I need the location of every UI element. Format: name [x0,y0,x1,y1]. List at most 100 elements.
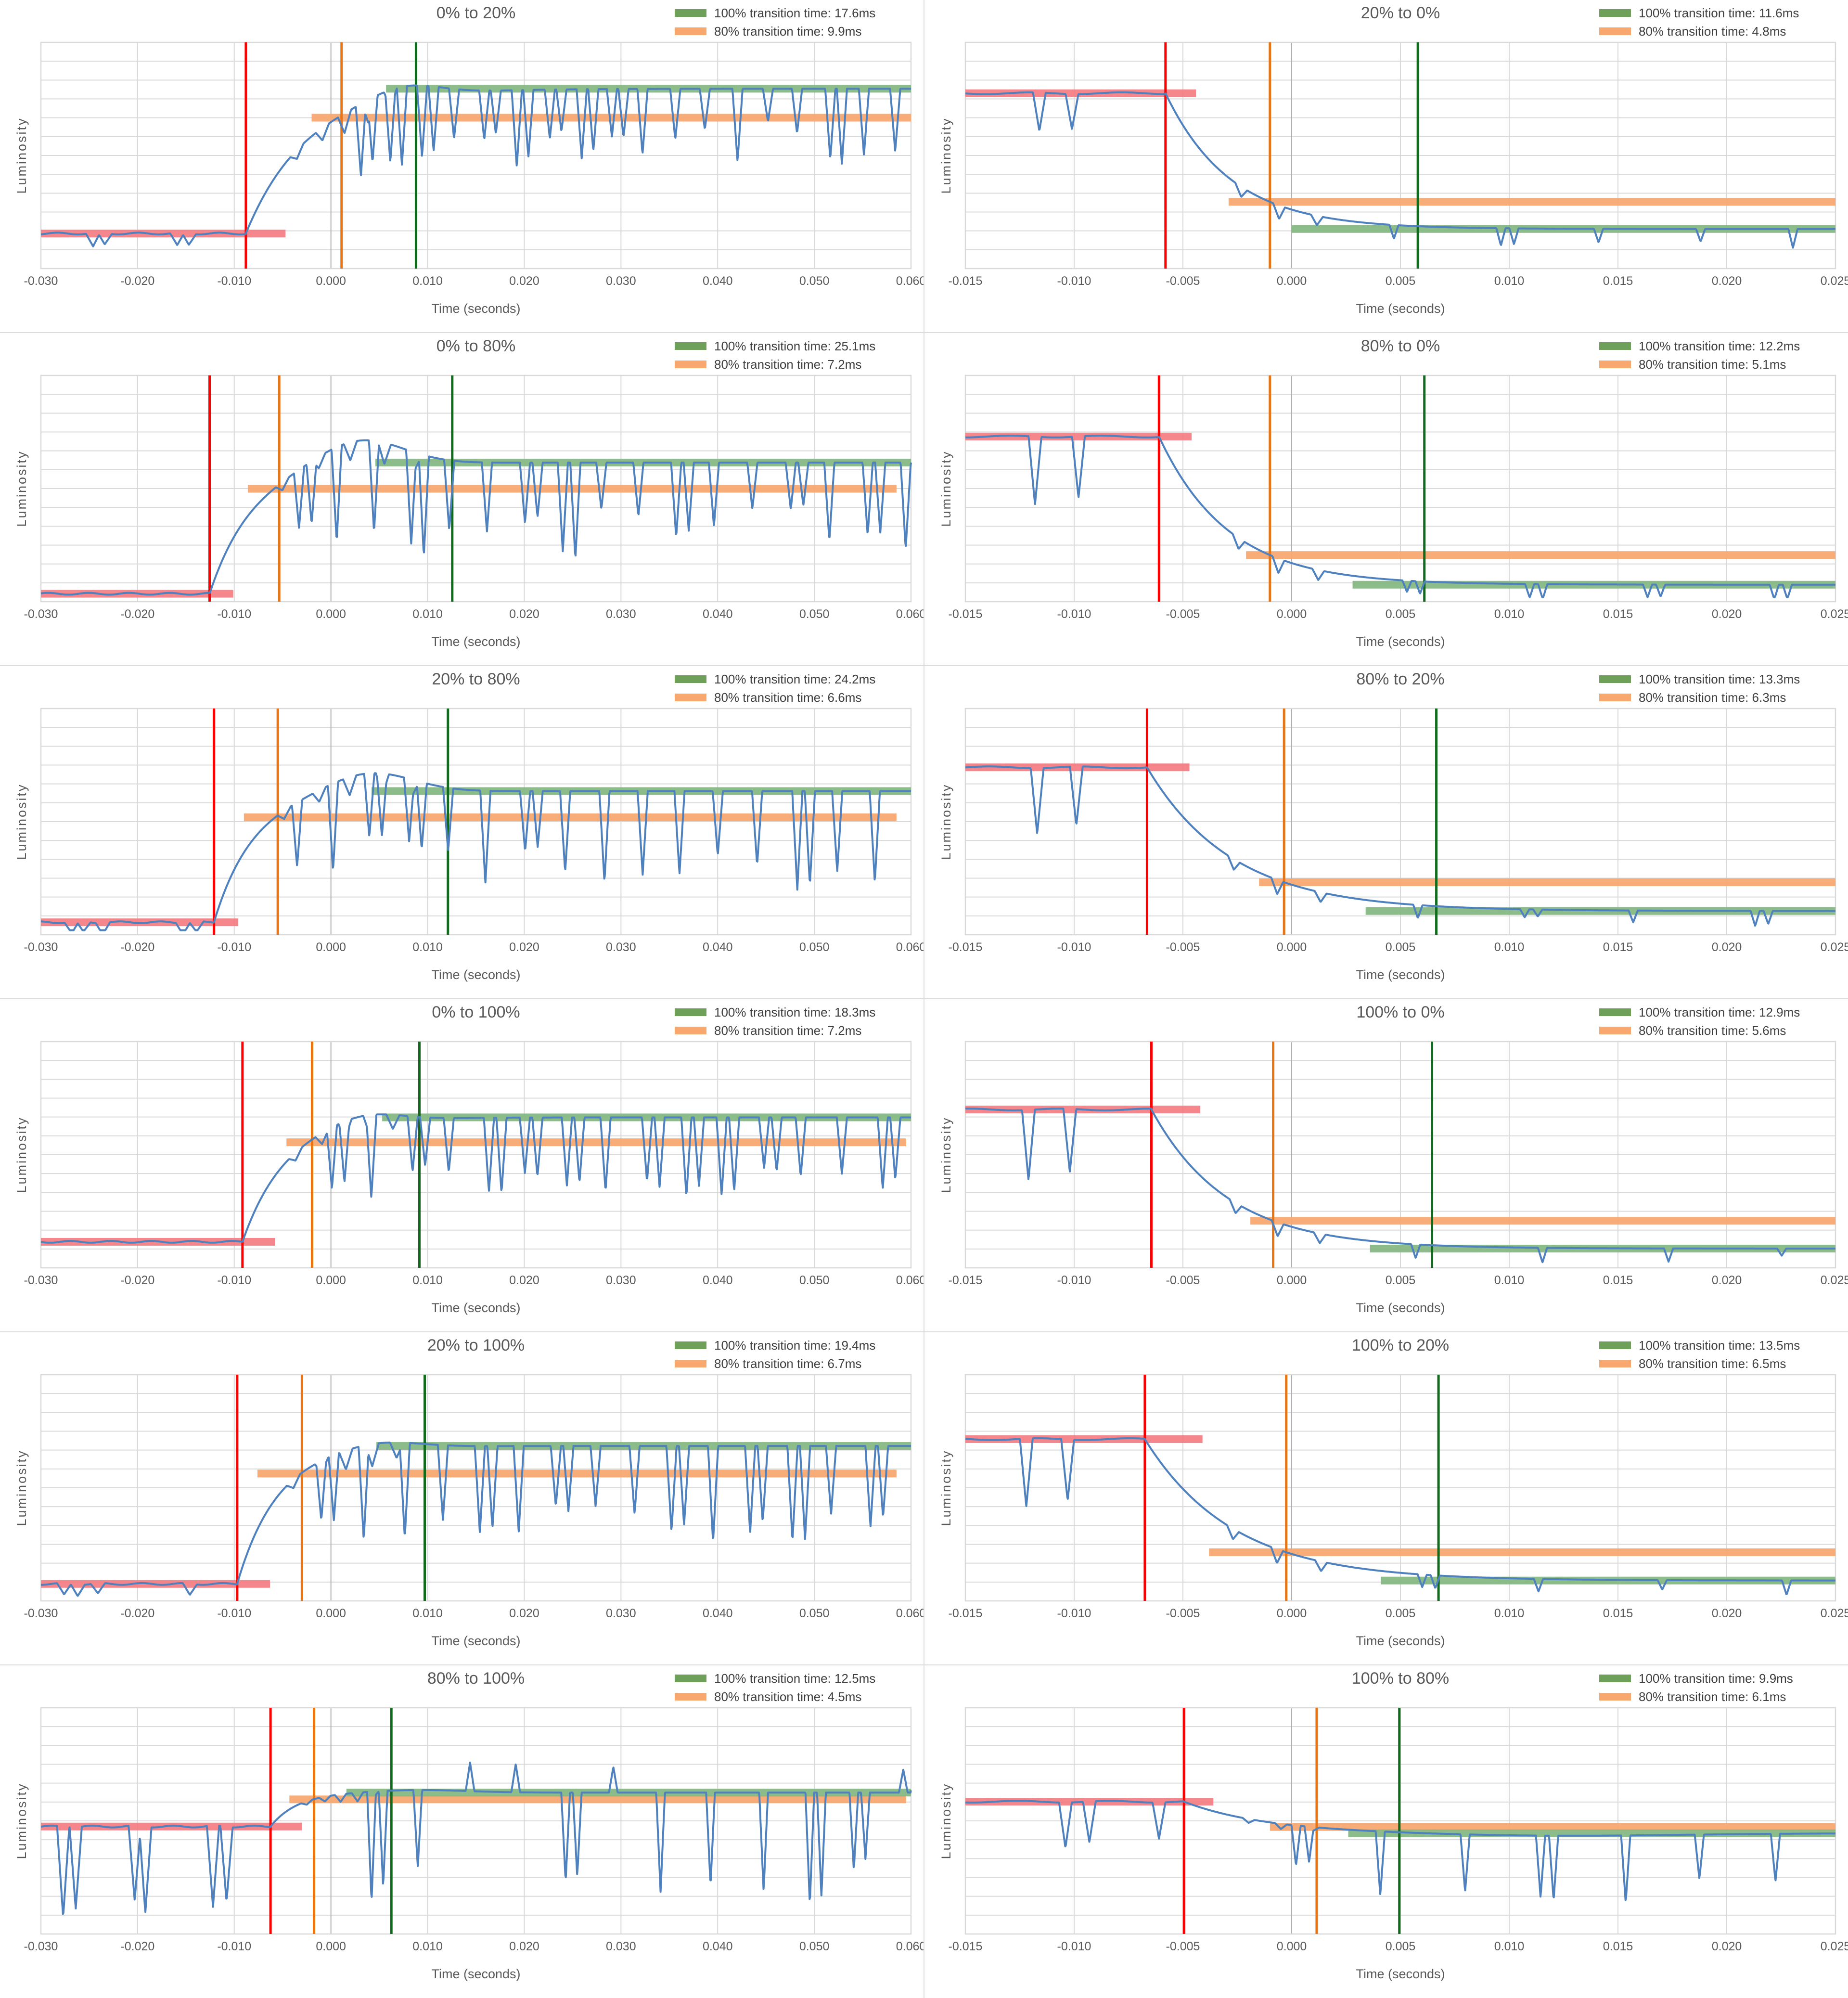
legend-item-100: 100% transition time: 12.2ms [1599,338,1846,354]
x-tick-label: 0.000 [1276,607,1307,621]
x-axis-title: Time (seconds) [1356,967,1445,982]
legend-100-label: 100% transition time: 12.5ms [714,1671,876,1686]
plot-area [40,1707,912,1935]
y-axis-title: Luminosity [14,450,29,527]
chart-cell: 0% to 20% 100% transition time: 17.6ms 8… [0,0,924,333]
x-tick-label: -0.020 [120,1940,155,1954]
legend-100-label: 100% transition time: 25.1ms [714,338,876,353]
luminosity-curve [40,1442,911,1597]
chart-cell: 80% to 0% 100% transition time: 12.2ms 8… [924,333,1848,666]
x-tick-label: 0.050 [799,607,830,621]
x-tick-label: 0.015 [1603,1274,1633,1288]
x-tick-label: 0.000 [1276,1940,1307,1954]
x-tick-label: -0.020 [120,607,155,621]
level-80-bar [286,1138,906,1147]
level-80-bar [289,1795,906,1804]
x-tick-label: -0.005 [1166,1274,1200,1288]
plot-area [40,708,912,936]
legend: 100% transition time: 12.2ms 80% transit… [1599,338,1846,374]
legend-80-label: 80% transition time: 6.6ms [714,690,862,705]
chart-title: 80% to 0% [1360,337,1440,356]
legend-item-80: 80% transition time: 4.5ms [675,1689,921,1705]
legend: 100% transition time: 12.9ms 80% transit… [1599,1004,1846,1041]
legend: 100% transition time: 19.4ms 80% transit… [675,1337,921,1374]
legend-80-label: 80% transition time: 4.5ms [714,1689,862,1704]
x-axis-title: Time (seconds) [1356,1967,1445,1982]
x-tick-label: 0.040 [702,1607,733,1621]
legend-item-100: 100% transition time: 24.2ms [675,671,921,687]
legend: 100% transition time: 9.9ms 80% transiti… [1599,1670,1846,1707]
chart-cell: 100% to 80% 100% transition time: 9.9ms … [924,1665,1848,1998]
x-tick-label: 0.000 [1276,1607,1307,1621]
x-tick-label: 0.030 [606,607,636,621]
green-line-swatch-icon [675,1341,706,1350]
luminosity-curve [40,1113,911,1244]
legend-100-label: 100% transition time: 12.2ms [1639,338,1800,353]
x-axis-title: Time (seconds) [431,1301,521,1315]
x-tick-label: 0.015 [1603,941,1633,954]
legend-item-80: 80% transition time: 6.3ms [1599,689,1846,706]
x-tick-label: -0.020 [120,1274,155,1288]
x-axis-title: Time (seconds) [431,301,521,316]
chart-title: 0% to 80% [436,337,516,356]
x-tick-label: 0.050 [799,1607,830,1621]
legend: 100% transition time: 13.3ms 80% transit… [1599,671,1846,708]
x-tick-label: 0.020 [509,607,539,621]
chart-cell: 0% to 80% 100% transition time: 25.1ms 8… [0,333,924,666]
luminosity-curve [965,1437,1836,1596]
plot-area [40,374,912,603]
plot-area [964,374,1836,603]
x-tick-label: 0.005 [1385,607,1416,621]
x-tick-label: -0.030 [24,941,58,954]
x-tick-label: 0.000 [316,274,346,288]
x-tick-label: -0.010 [1057,941,1091,954]
green-line-swatch-icon [675,1008,706,1017]
x-tick-label: 0.020 [1711,1940,1742,1954]
luminosity-curve [965,765,1836,927]
x-tick-label: 0.010 [412,1274,443,1288]
legend-item-100: 100% transition time: 18.3ms [675,1004,921,1020]
x-tick-label: 0.050 [799,941,830,954]
x-tick-label: 0.050 [799,274,830,288]
x-tick-label: 0.000 [1276,941,1307,954]
x-tick-label: 0.060 [896,607,924,621]
plot-border [40,1707,912,1935]
legend-item-100: 100% transition time: 12.5ms [675,1670,921,1687]
plot-area [40,1374,912,1602]
x-tick-label: -0.030 [24,1607,58,1621]
legend-80-label: 80% transition time: 7.2ms [714,1023,862,1038]
x-tick-label: 0.010 [1494,941,1525,954]
legend-item-100: 100% transition time: 17.6ms [675,5,921,21]
x-tick-label: 0.030 [606,1274,636,1288]
x-tick-label: 0.020 [1711,941,1742,954]
y-axis-title: Luminosity [939,117,953,194]
x-tick-label: -0.010 [217,941,252,954]
x-tick-label: 0.000 [316,1274,346,1288]
orange-line-swatch-icon [675,361,706,369]
plot-border [964,708,1836,936]
y-axis-title: Luminosity [14,1116,29,1193]
plot-border [964,1374,1836,1602]
green-line-swatch-icon [675,675,706,683]
legend-100-label: 100% transition time: 17.6ms [714,5,876,20]
level-80-bar [1246,551,1835,559]
x-tick-label: 0.010 [412,607,443,621]
x-tick-label: -0.010 [1057,1940,1091,1954]
x-tick-label: 0.020 [509,941,539,954]
luminosity-curve [40,1762,912,1915]
orange-line-swatch-icon [1599,1360,1631,1368]
chart-title: 100% to 20% [1351,1336,1450,1355]
legend-item-80: 80% transition time: 5.6ms [1599,1022,1846,1039]
x-tick-label: 0.030 [606,1940,636,1954]
legend-item-80: 80% transition time: 4.8ms [1599,23,1846,39]
legend-item-100: 100% transition time: 12.9ms [1599,1004,1846,1020]
plot-border [40,1041,912,1269]
chart-title: 100% to 0% [1356,1003,1445,1022]
x-tick-label: -0.010 [217,1607,252,1621]
x-tick-label: 0.010 [1494,1274,1525,1288]
legend: 100% transition time: 11.6ms 80% transit… [1599,5,1846,41]
x-tick-label: 0.000 [1276,1274,1307,1288]
green-line-swatch-icon [675,342,706,350]
x-tick-label: -0.005 [1166,1607,1200,1621]
orange-line-swatch-icon [675,1027,706,1035]
